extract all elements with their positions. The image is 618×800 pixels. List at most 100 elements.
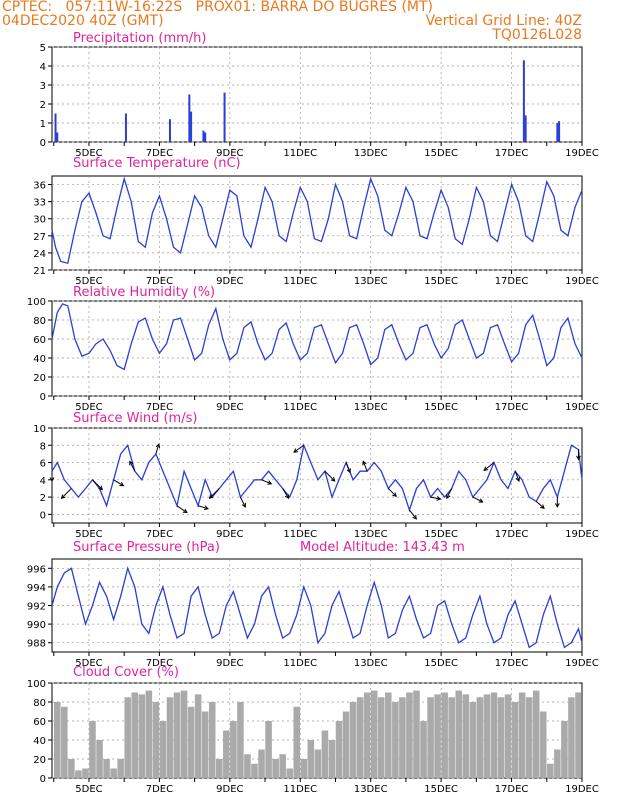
cloud-bar xyxy=(166,697,174,778)
cloud-bar xyxy=(335,721,343,778)
cloud-bar xyxy=(448,697,455,778)
cloud-bar xyxy=(145,690,153,778)
cloud-bar xyxy=(547,763,554,778)
series-line-temp xyxy=(51,176,583,264)
precip-bar xyxy=(190,111,193,142)
cloud-bar xyxy=(413,690,420,778)
cloud-bar xyxy=(159,721,167,778)
x-tick-label: 19DEC xyxy=(565,529,599,540)
cloud-bar xyxy=(103,759,110,778)
x-tick-label: 17DEC xyxy=(495,402,529,413)
cloud-bar xyxy=(328,740,336,778)
cloud-bar xyxy=(441,692,448,778)
x-tick-label: 19DEC xyxy=(565,276,599,287)
wind-arrow xyxy=(198,505,209,510)
cloud-bar xyxy=(462,694,470,778)
x-tick-label: 11DEC xyxy=(283,402,317,413)
cloud-bar xyxy=(187,706,195,778)
wind-arrow xyxy=(282,488,289,499)
x-tick-label: 17DEC xyxy=(495,276,529,287)
x-tick-label: 15DEC xyxy=(424,529,458,540)
x-tick-label: 5DEC xyxy=(75,276,102,287)
cloud-bar xyxy=(300,759,308,778)
x-tick-label: 11DEC xyxy=(283,658,317,669)
cloud-bar xyxy=(554,749,561,778)
wind-arrow-head xyxy=(293,448,299,453)
wind-arrow-head xyxy=(60,494,66,499)
x-tick-label: 13DEC xyxy=(354,276,388,287)
plot-frame xyxy=(51,46,583,143)
y-tick-label: 60 xyxy=(33,335,46,346)
x-tick-label: 5DEC xyxy=(75,402,102,413)
precip-bar xyxy=(188,94,191,142)
y-tick-label: 24 xyxy=(33,249,46,260)
panel-title: Relative Humidity (%) xyxy=(73,285,215,300)
wind-arrow-head xyxy=(330,477,336,482)
wind-arrow-head xyxy=(478,498,484,503)
wind-arrow-head xyxy=(129,460,134,466)
precip-bar xyxy=(56,132,59,142)
cloud-bar xyxy=(349,702,357,778)
cloud-bar xyxy=(561,721,568,778)
precip-bar xyxy=(223,92,226,142)
wind-arrow-head xyxy=(155,443,161,449)
y-tick-label: 994 xyxy=(27,583,46,594)
cloud-bar xyxy=(525,697,533,778)
cloud-bar xyxy=(258,749,265,778)
cloud-bar xyxy=(476,697,484,778)
y-tick-label: 100 xyxy=(27,679,46,690)
y-tick-label: 40 xyxy=(33,354,46,365)
cloud-bar xyxy=(244,754,251,778)
precip-bar xyxy=(558,121,561,142)
cloud-bar xyxy=(251,763,258,778)
panel-title: Cloud Cover (%) xyxy=(73,665,179,680)
y-tick-label: 996 xyxy=(27,564,46,575)
wind-arrow-head xyxy=(576,455,581,461)
wind-arrow-head xyxy=(284,494,290,500)
x-tick-label: 17DEC xyxy=(495,658,529,669)
y-tick-label: 20 xyxy=(33,373,46,384)
cloud-bar xyxy=(230,721,237,778)
cloud-bar xyxy=(152,702,160,778)
y-tick-label: 36 xyxy=(33,181,46,192)
x-tick-label: 5DEC xyxy=(75,529,102,540)
cloud-bar xyxy=(279,754,286,778)
header-run-time: 04DEC2020 40Z (GMT) xyxy=(2,13,164,29)
x-tick-label: 9DEC xyxy=(216,658,243,669)
cloud-bar xyxy=(265,721,272,778)
y-tick-label: 3 xyxy=(40,81,46,92)
cloud-bar xyxy=(89,721,96,778)
precip-bar xyxy=(124,113,127,142)
precip-bar xyxy=(556,123,559,142)
y-tick-label: 80 xyxy=(33,698,46,709)
wind-arrow xyxy=(446,488,453,499)
wind-arrow xyxy=(92,479,103,490)
wind-arrow xyxy=(514,470,520,482)
y-tick-label: 8 xyxy=(40,441,46,452)
y-tick-label: 0 xyxy=(40,510,46,521)
x-tick-label: 7DEC xyxy=(146,148,173,159)
cloud-bar xyxy=(342,711,350,778)
x-tick-label: 15DEC xyxy=(424,148,458,159)
cloud-bar xyxy=(131,692,139,778)
cloud-bar xyxy=(117,759,124,778)
wind-arrow xyxy=(535,501,545,509)
wind-arrow xyxy=(209,488,220,499)
cloud-bar xyxy=(455,690,463,778)
y-tick-label: 27 xyxy=(33,232,46,243)
series-line-wind xyxy=(51,443,583,513)
cloud-bar xyxy=(180,690,188,778)
y-tick-label: 4 xyxy=(40,62,46,73)
x-tick-label: 13DEC xyxy=(354,658,388,669)
cloud-bar xyxy=(399,697,406,778)
x-tick-label: 5DEC xyxy=(75,658,102,669)
x-tick-label: 11DEC xyxy=(283,529,317,540)
x-tick-label: 19DEC xyxy=(565,402,599,413)
header-grid-note: Vertical Grid Line: 40Z xyxy=(425,13,582,29)
x-tick-label: 9DEC xyxy=(216,402,243,413)
cloud-bar xyxy=(483,694,491,778)
wind-arrow-head xyxy=(119,481,125,487)
wind-arrow-head xyxy=(49,477,55,483)
wind-arrow-head xyxy=(554,503,560,508)
y-tick-label: 20 xyxy=(33,755,46,766)
